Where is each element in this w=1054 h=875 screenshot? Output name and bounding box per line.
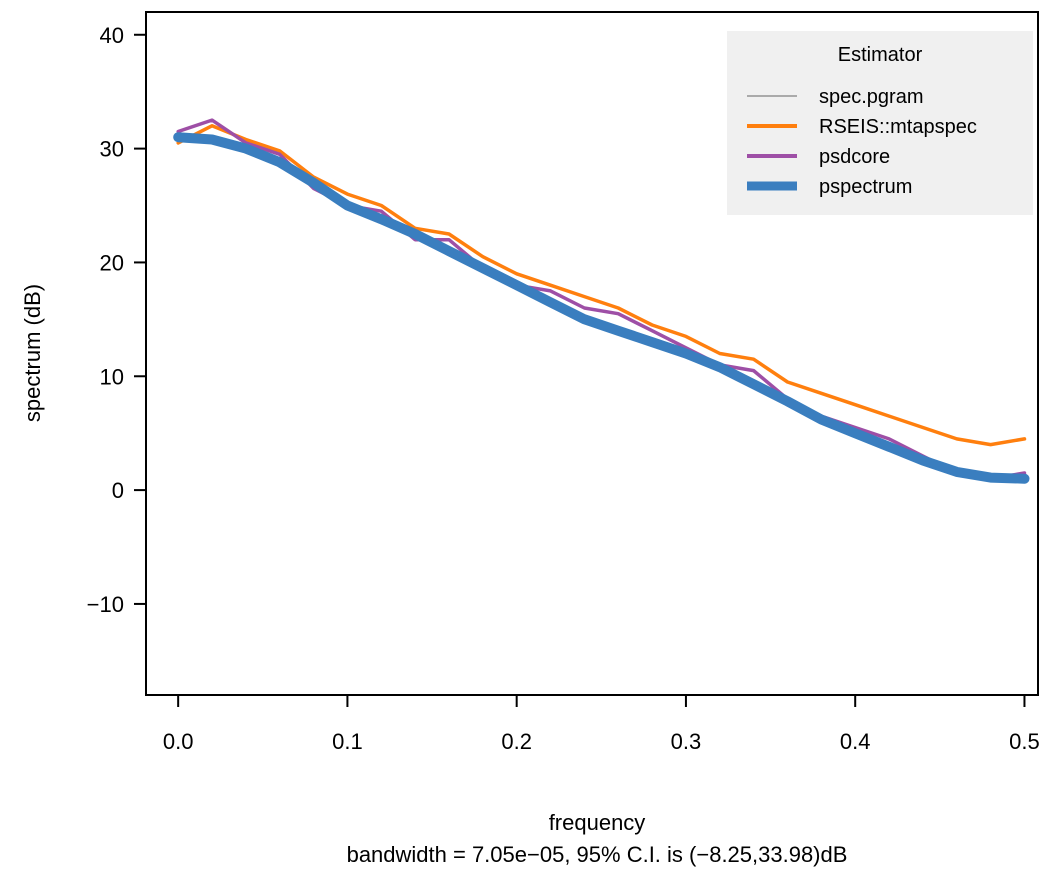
- x-tick-label: 0.4: [840, 729, 871, 754]
- x-tick-label: 0.1: [332, 729, 363, 754]
- x-tick-label: 0.0: [163, 729, 194, 754]
- x-axis-title: frequency: [549, 810, 646, 835]
- series-line-rseis-mtapspec: [176, 124, 1027, 447]
- y-axis-title: spectrum (dB): [20, 284, 45, 422]
- x-tick-label: 0.3: [671, 729, 702, 754]
- y-tick-label: 20: [100, 250, 124, 275]
- legend-entry: pspectrum: [819, 176, 912, 198]
- plot-frame: [145, 11, 1039, 696]
- y-tick-label: 0: [112, 478, 124, 503]
- x-tick-label: 0.2: [501, 729, 532, 754]
- y-axis: −10 0 10 20 30 40: [87, 23, 146, 617]
- x-axis: 0.0 0.1 0.2 0.3 0.4 0.5: [163, 695, 1040, 754]
- y-tick-label: 10: [100, 364, 124, 389]
- series-layer: [173, 118, 1030, 484]
- x-tick-label: 0.5: [1009, 729, 1040, 754]
- chart-subtitle: bandwidth = 7.05e−05, 95% C.I. is (−8.25…: [347, 842, 848, 867]
- legend-title: Estimator: [838, 44, 923, 66]
- y-tick-label: 30: [100, 137, 124, 162]
- y-tick-label: −10: [87, 592, 124, 617]
- legend: Estimatorspec.pgramRSEIS::mtapspecpsdcor…: [727, 31, 1033, 215]
- legend-entry: psdcore: [819, 146, 890, 168]
- y-tick-label: 40: [100, 23, 124, 48]
- series-line-pspectrum: [173, 132, 1030, 484]
- legend-entry: RSEIS::mtapspec: [819, 116, 977, 138]
- legend-entry: spec.pgram: [819, 86, 924, 108]
